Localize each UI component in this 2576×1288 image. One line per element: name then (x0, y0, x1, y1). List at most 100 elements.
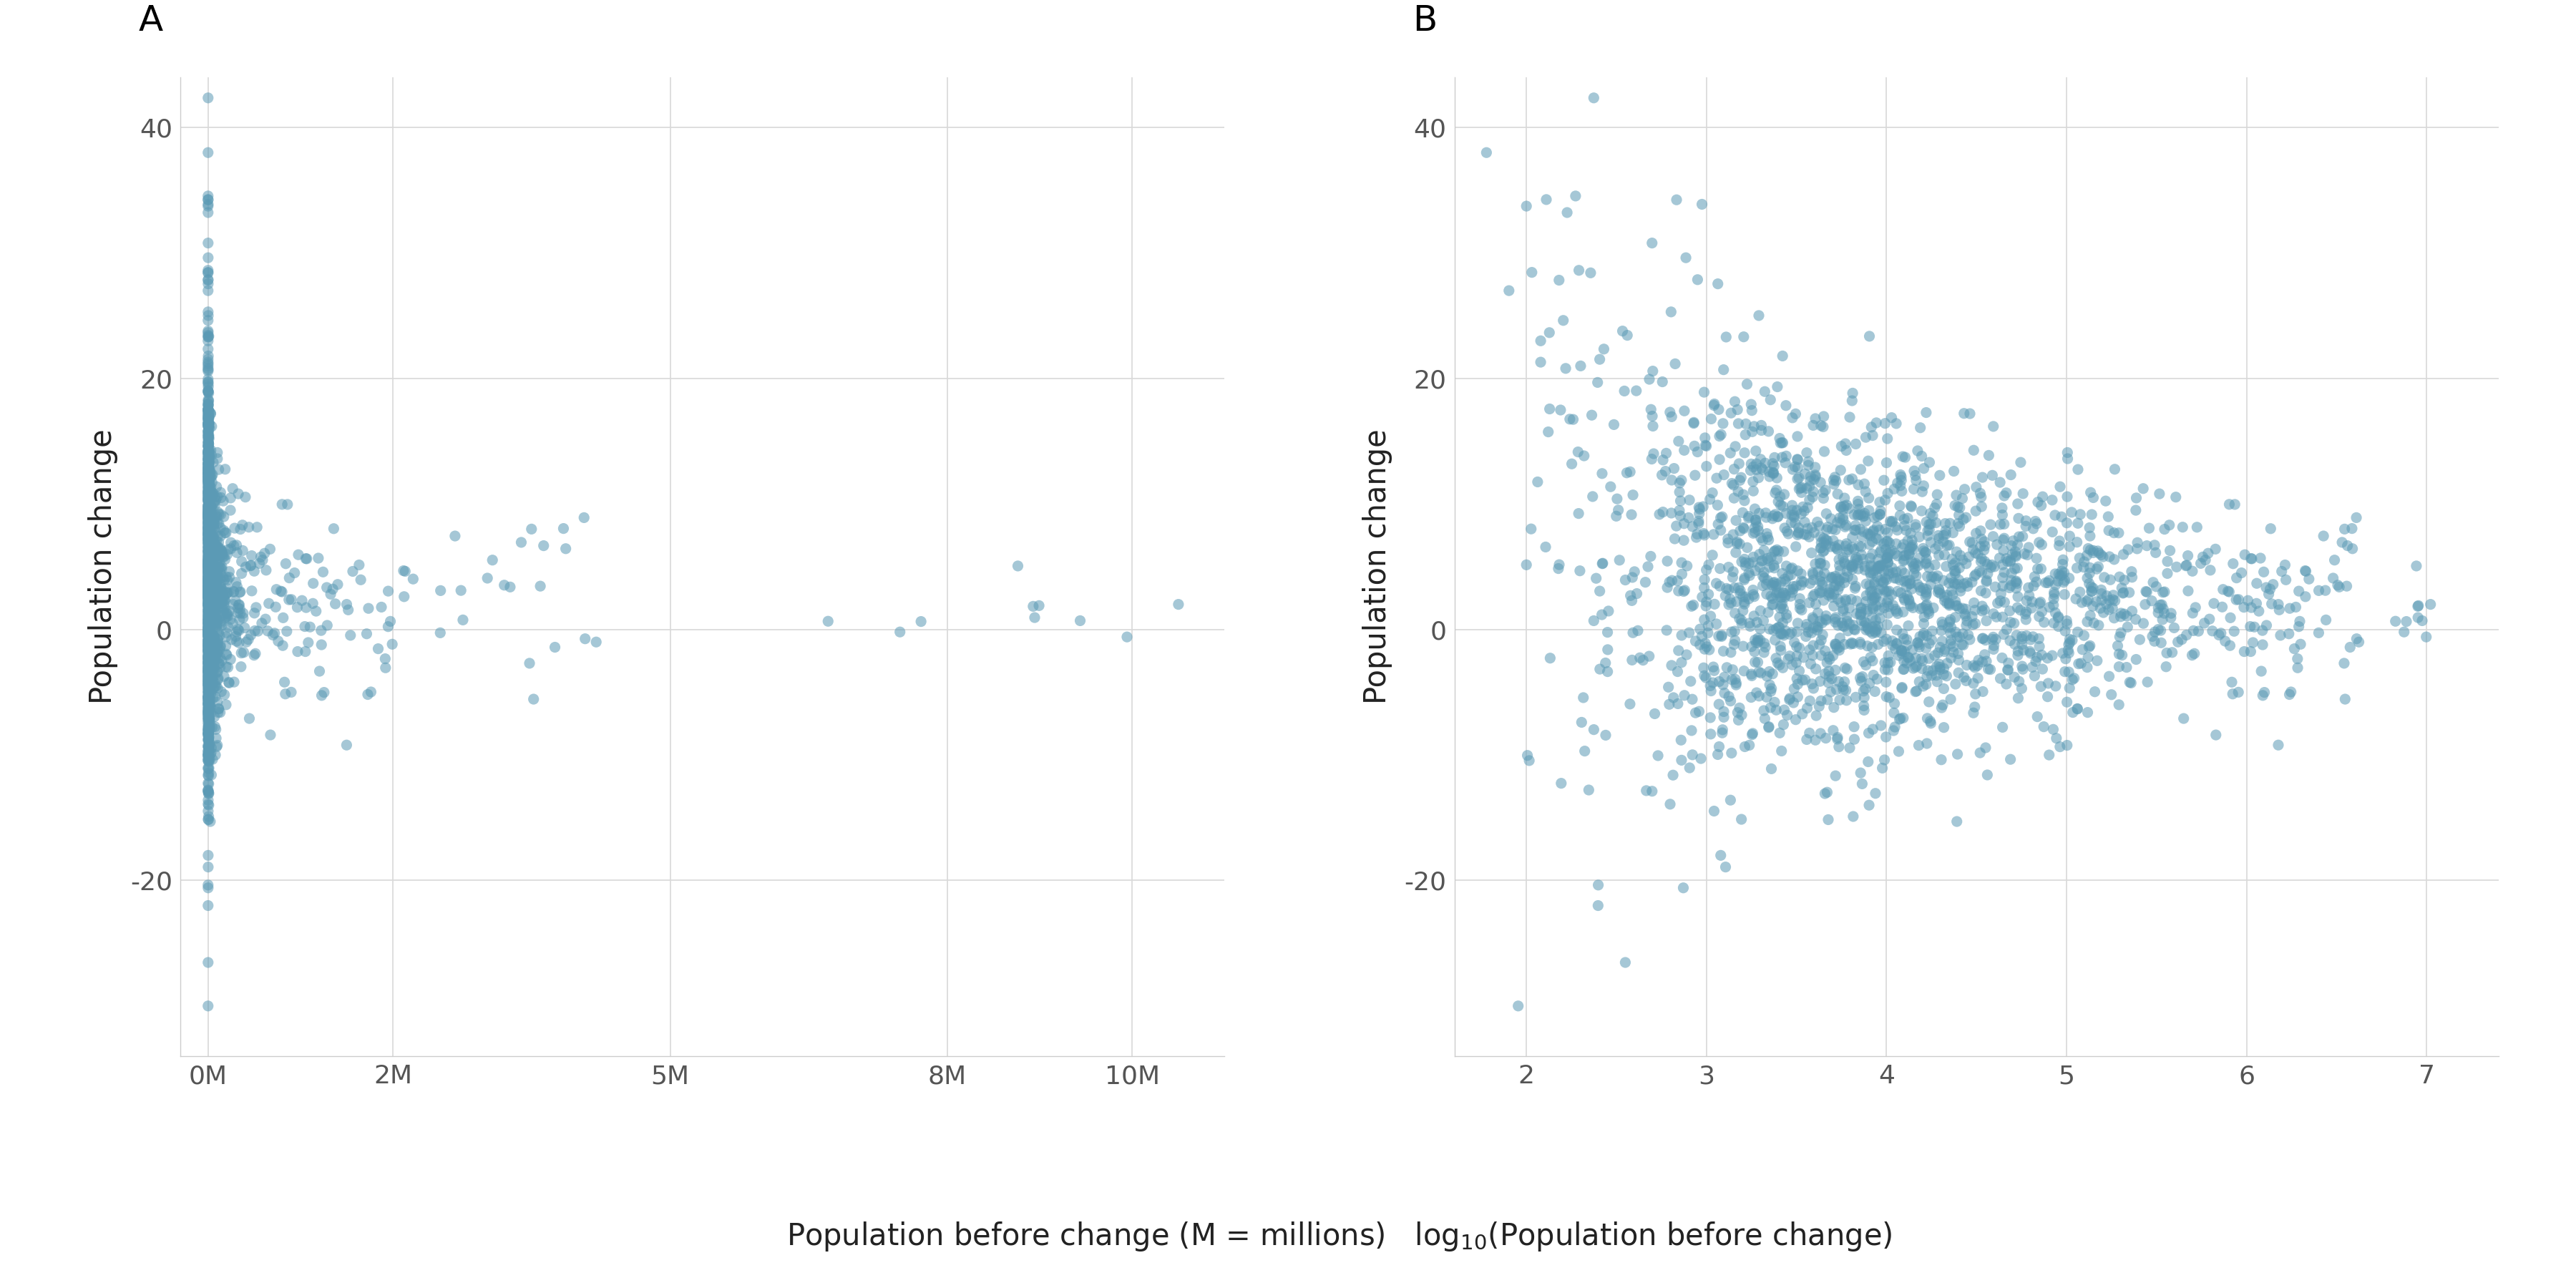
Point (2174, 598, 2215, 618)
Point (188, 542, 229, 563)
Point (1685, 639, 1726, 659)
Point (188, 560, 229, 581)
Point (2326, 536, 2367, 556)
Point (188, 574, 229, 595)
Point (1610, 694, 1651, 715)
Point (188, 511, 229, 532)
Point (209, 567, 250, 587)
Point (2102, 645, 2143, 666)
Point (191, 630, 232, 650)
Point (1945, 604, 1986, 625)
Point (188, 401, 229, 421)
Point (2269, 684, 2311, 705)
Point (196, 634, 237, 654)
Point (1739, 468, 1780, 488)
Point (201, 635, 242, 656)
Point (188, 585, 229, 605)
Point (245, 544, 286, 564)
Point (188, 504, 229, 524)
Point (193, 612, 234, 632)
Point (188, 617, 229, 638)
Point (201, 577, 242, 598)
Point (188, 389, 229, 410)
Point (1932, 572, 1973, 592)
Point (1646, 577, 1687, 598)
Point (191, 684, 232, 705)
Point (1775, 576, 1816, 596)
Point (1795, 730, 1837, 751)
Point (188, 457, 229, 478)
Point (196, 614, 237, 635)
Point (188, 547, 229, 568)
Point (1865, 569, 1906, 590)
Point (1510, 750, 1551, 770)
Point (2017, 547, 2058, 568)
Point (188, 697, 229, 717)
Point (191, 658, 232, 679)
Point (188, 505, 229, 526)
Point (1734, 498, 1775, 519)
Point (196, 536, 237, 556)
Point (2161, 516, 2202, 537)
Point (188, 416, 229, 437)
Point (314, 594, 355, 614)
Point (188, 562, 229, 582)
Point (2231, 549, 2272, 569)
Point (1680, 618, 1721, 639)
Point (1777, 479, 1819, 500)
Point (1631, 406, 1672, 426)
Point (188, 627, 229, 648)
Point (2102, 583, 2143, 604)
Point (1989, 551, 2030, 572)
Point (1638, 504, 1680, 524)
Point (188, 571, 229, 591)
Point (1564, 446, 1605, 466)
Point (188, 538, 229, 559)
Point (1777, 522, 1819, 542)
Point (188, 574, 229, 595)
Point (1839, 598, 1880, 618)
Point (1860, 571, 1901, 591)
Point (196, 554, 237, 574)
Point (2280, 611, 2321, 631)
Point (1839, 519, 1880, 540)
Point (1901, 501, 1942, 522)
Point (1839, 459, 1880, 479)
Point (209, 617, 250, 638)
Point (188, 578, 229, 599)
Point (191, 681, 232, 702)
Point (188, 527, 229, 547)
Point (2329, 638, 2370, 658)
Point (188, 562, 229, 582)
Point (188, 520, 229, 541)
Point (1888, 590, 1929, 611)
Point (1932, 636, 1973, 657)
Point (1795, 706, 1837, 726)
Point (188, 568, 229, 589)
Point (188, 589, 229, 609)
Point (1844, 696, 1886, 716)
Point (196, 632, 237, 653)
Point (2383, 622, 2424, 643)
Point (1844, 679, 1886, 699)
Point (1873, 563, 1914, 583)
Point (188, 613, 229, 634)
Point (1744, 381, 1785, 402)
Point (193, 636, 234, 657)
Point (191, 549, 232, 569)
Point (1824, 510, 1865, 531)
Point (2241, 685, 2282, 706)
Point (188, 783, 229, 804)
Point (188, 452, 229, 473)
Point (188, 672, 229, 693)
Point (188, 519, 229, 540)
Point (191, 659, 232, 680)
Point (1852, 665, 1893, 685)
Point (188, 609, 229, 630)
Point (188, 359, 229, 380)
Point (1924, 587, 1965, 608)
Point (188, 620, 229, 640)
Point (196, 522, 237, 542)
Point (1857, 529, 1899, 550)
Point (384, 560, 425, 581)
